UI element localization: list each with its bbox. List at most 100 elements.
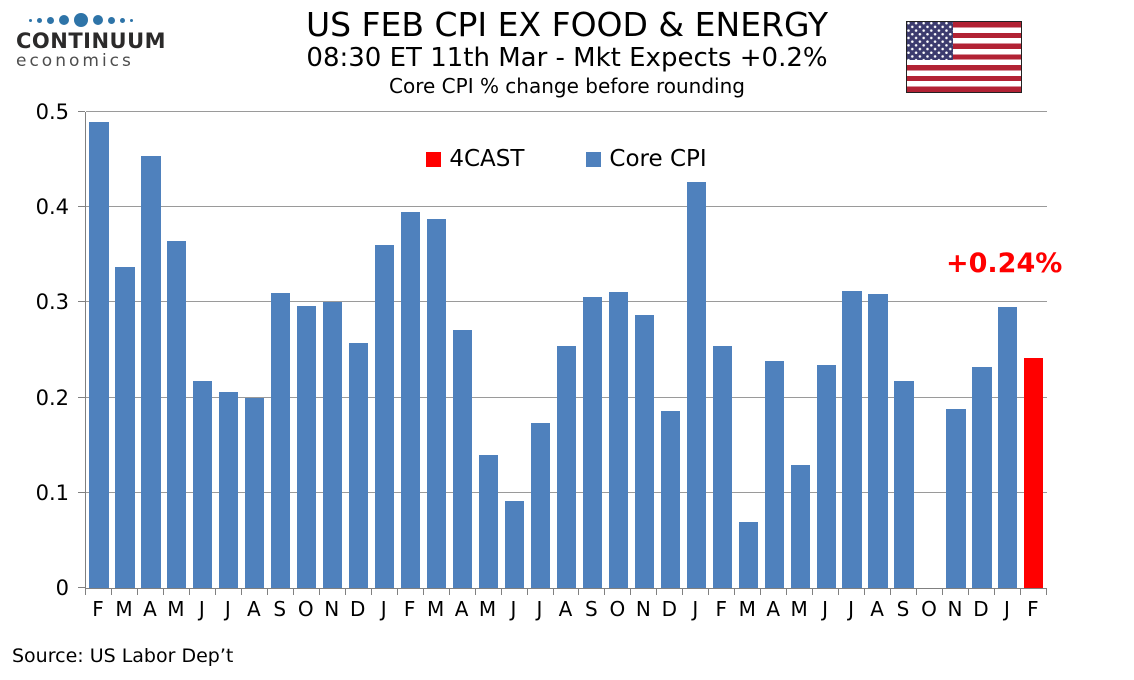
bar-slot-11 [372, 112, 398, 588]
y-tick-label-0.4: 0.4 [35, 195, 69, 220]
bar-slot-26 [761, 112, 787, 588]
core-cpi-bar-S-31 [894, 381, 914, 588]
x-tick-label-22: D [661, 597, 677, 621]
x-tick-label-6: A [246, 597, 261, 621]
x-tick-mark [760, 589, 762, 595]
x-tick-mark [604, 589, 606, 595]
x-tick-mark [786, 589, 788, 595]
bar-slot-36 [1021, 112, 1047, 588]
bar-slot-9 [320, 112, 346, 588]
logo-dots-icon [16, 12, 146, 28]
core-cpi-bar-A-18 [556, 346, 577, 588]
core-cpi-bar-J-11 [375, 245, 395, 588]
x-tick-label-9: N [324, 597, 340, 621]
chart-note: Core CPI % change before rounding [389, 73, 745, 98]
x-tick-label-28: J [822, 597, 829, 621]
x-tick-mark [344, 589, 346, 595]
core-cpi-bar-F-0 [89, 122, 109, 588]
core-cpi-bar-M-3 [167, 241, 187, 588]
x-tick-label-30: A [870, 597, 884, 621]
x-tick-label-20: O [609, 597, 626, 621]
bar-slot-20 [605, 112, 631, 588]
core-cpi-bar-A-6 [245, 397, 265, 588]
core-cpi-bar-J-23 [686, 182, 706, 588]
bar-slot-24 [709, 112, 735, 588]
x-tick-label-0: F [92, 597, 104, 621]
x-tick-label-5: J [224, 597, 231, 621]
y-tick-mark [78, 587, 85, 588]
core-cpi-bar-A-2 [141, 155, 161, 588]
x-tick-mark [968, 589, 970, 595]
bar-slot-6 [242, 112, 268, 588]
y-tick-mark [78, 396, 85, 398]
x-tick-label-17: J [536, 597, 543, 621]
legend-item-core-cpi: Core CPI [586, 146, 707, 172]
core-cpi-bar-M-27 [790, 465, 810, 588]
x-tick-mark [292, 589, 294, 595]
y-axis: 0 0.1 0.2 0.3 0.4 0.5 [0, 101, 85, 599]
x-tick-mark [396, 589, 398, 595]
x-tick-mark [526, 589, 528, 595]
bar-slot-18 [553, 112, 579, 588]
core-cpi-bar-D-34 [972, 367, 992, 588]
bar-slot-16 [502, 112, 528, 588]
bar-slot-15 [476, 112, 502, 588]
bar-slot-29 [839, 112, 865, 588]
continuum-economics-logo: CONTINUUM economics [16, 12, 167, 72]
x-tick-mark [656, 589, 658, 595]
x-tick-label-35: J [1003, 597, 1010, 621]
x-tick-label-11: J [380, 597, 387, 621]
x-tick-mark [500, 589, 502, 595]
legend-label-core-cpi: Core CPI [609, 146, 707, 172]
bar-slot-21 [631, 112, 657, 588]
core-cpi-bar-J-28 [816, 365, 836, 588]
x-tick-mark [370, 589, 372, 595]
x-tick-label-3: M [167, 597, 185, 621]
bar-slot-0 [86, 112, 112, 588]
chart-subtitle: 08:30 ET 11th Mar - Mkt Expects +0.2% [306, 42, 828, 73]
x-tick-mark [240, 589, 242, 595]
y-tick-label-0: 0 [55, 576, 69, 600]
bar-slot-28 [813, 112, 839, 588]
logo-brand-text: CONTINUUM [16, 29, 167, 53]
x-tick-mark [1046, 589, 1047, 595]
x-tick-mark [838, 589, 840, 595]
bar-slot-31 [891, 112, 917, 588]
bar-slot-14 [450, 112, 476, 588]
x-tick-mark [318, 589, 320, 595]
x-tick-mark [1020, 589, 1022, 595]
x-tick-label-16: J [510, 597, 517, 621]
x-tick-label-24: F [715, 597, 727, 621]
x-tick-label-18: A [558, 597, 573, 621]
y-tick-mark [78, 206, 85, 208]
bar-slot-33 [943, 112, 969, 588]
y-tick-mark [78, 301, 85, 303]
core-cpi-bar-D-22 [660, 410, 680, 588]
y-tick-label-0.3: 0.3 [35, 290, 69, 315]
core-cpi-bar-M-15 [478, 454, 499, 588]
bar-slot-10 [346, 112, 372, 588]
x-tick-mark [448, 589, 450, 595]
x-tick-mark [136, 589, 138, 595]
bar-series [86, 112, 1047, 588]
core-cpi-bar-J-16 [504, 501, 525, 588]
chart-header: US FEB CPI EX FOOD & ENERGY 08:30 ET 11t… [150, 6, 984, 98]
x-tick-mark [942, 589, 944, 595]
logo-subbrand-text: economics [16, 51, 134, 72]
core-cpi-bar-A-14 [452, 330, 473, 588]
core-cpi-bar-M-13 [426, 218, 447, 588]
x-tick-mark [110, 589, 112, 595]
bar-slot-3 [164, 112, 190, 588]
core-cpi-bar-J-17 [530, 423, 551, 588]
core-cpi-bar-J-29 [842, 290, 862, 588]
core-cpi-bar-F-24 [712, 346, 732, 588]
x-tick-mark [188, 589, 190, 595]
x-tick-mark [864, 589, 866, 595]
core-cpi-bar-J-5 [219, 391, 239, 588]
core-cpi-bar-N-9 [323, 302, 343, 588]
bar-slot-7 [268, 112, 294, 588]
core-cpi-bar-A-30 [868, 293, 888, 588]
bar-slot-17 [527, 112, 553, 588]
x-tick-mark [474, 589, 476, 595]
